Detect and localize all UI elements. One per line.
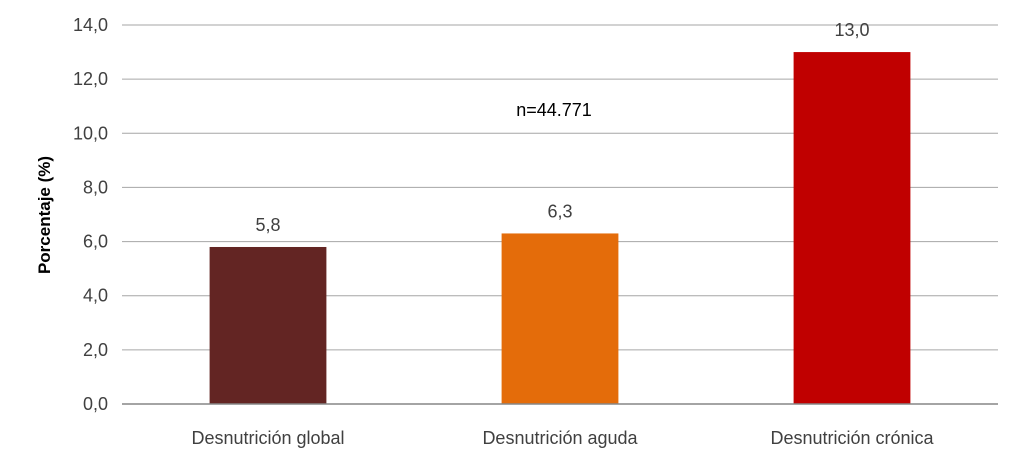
- data-label: 6,3: [547, 201, 572, 221]
- y-tick-label: 0,0: [83, 394, 108, 414]
- data-label: 13,0: [834, 20, 869, 40]
- y-tick-label: 8,0: [83, 177, 108, 197]
- x-category-label: Desnutrición aguda: [482, 428, 638, 448]
- sample-size-annotation: n=44.771: [516, 100, 592, 120]
- y-tick-label: 12,0: [73, 69, 108, 89]
- y-axis-ticks: 0,0 2,0 4,0 6,0 8,0 10,0 12,0 14,0: [73, 15, 108, 414]
- x-category-label: Desnutrición global: [191, 428, 344, 448]
- y-tick-label: 14,0: [73, 15, 108, 35]
- data-labels: 5,8 6,3 13,0: [255, 20, 869, 235]
- y-tick-label: 4,0: [83, 286, 108, 306]
- y-tick-label: 10,0: [73, 123, 108, 143]
- y-tick-label: 6,0: [83, 232, 108, 252]
- bar: [793, 52, 911, 404]
- bar: [209, 246, 327, 404]
- x-category-label: Desnutrición crónica: [770, 428, 934, 448]
- x-axis-categories: Desnutrición global Desnutrición aguda Des…: [191, 428, 934, 448]
- y-tick-label: 2,0: [83, 340, 108, 360]
- bar: [501, 233, 619, 404]
- y-axis-label: Porcentaje (%): [35, 156, 54, 274]
- data-label: 5,8: [255, 215, 280, 235]
- bars: [209, 52, 911, 404]
